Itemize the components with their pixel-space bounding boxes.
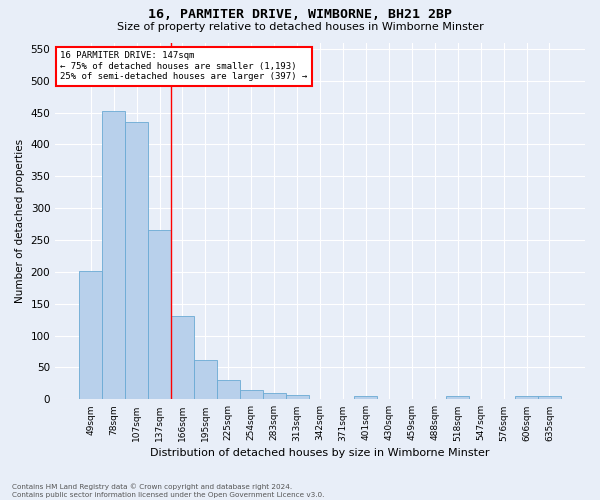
Bar: [308, 398, 332, 400]
Bar: [538, 396, 561, 400]
Bar: [263, 393, 286, 400]
Text: 16 PARMITER DRIVE: 147sqm
← 75% of detached houses are smaller (1,193)
25% of se: 16 PARMITER DRIVE: 147sqm ← 75% of detac…: [61, 52, 308, 81]
Bar: [79, 271, 102, 400]
X-axis label: Distribution of detached houses by size in Wimborne Minster: Distribution of detached houses by size …: [151, 448, 490, 458]
Bar: [194, 360, 217, 400]
Bar: [240, 390, 263, 400]
Bar: [377, 398, 400, 400]
Text: 16, PARMITER DRIVE, WIMBORNE, BH21 2BP: 16, PARMITER DRIVE, WIMBORNE, BH21 2BP: [148, 8, 452, 20]
Bar: [148, 230, 171, 400]
Bar: [102, 112, 125, 400]
Y-axis label: Number of detached properties: Number of detached properties: [15, 139, 25, 303]
Bar: [286, 395, 308, 400]
Bar: [355, 396, 377, 400]
Bar: [217, 380, 240, 400]
Bar: [446, 396, 469, 400]
Text: Size of property relative to detached houses in Wimborne Minster: Size of property relative to detached ho…: [116, 22, 484, 32]
Bar: [515, 396, 538, 400]
Bar: [171, 316, 194, 400]
Bar: [125, 122, 148, 400]
Text: Contains HM Land Registry data © Crown copyright and database right 2024.
Contai: Contains HM Land Registry data © Crown c…: [12, 484, 325, 498]
